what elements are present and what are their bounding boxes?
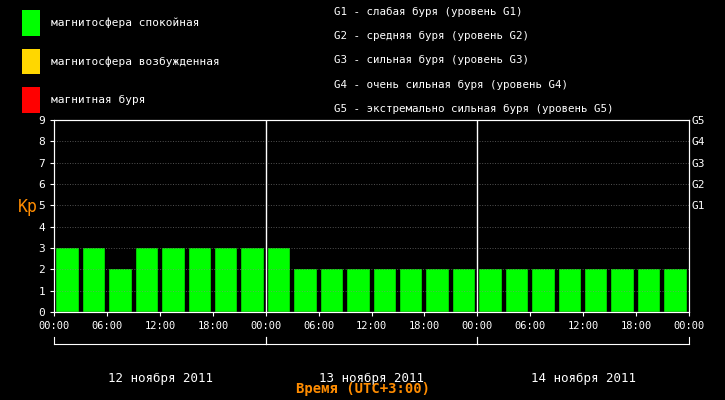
Bar [453, 269, 476, 312]
Bar [400, 269, 423, 312]
Bar [506, 269, 529, 312]
Bar [241, 248, 264, 312]
Bar [294, 269, 317, 312]
Bar [373, 269, 396, 312]
Text: Время (UTC+3:00): Время (UTC+3:00) [296, 382, 429, 396]
FancyBboxPatch shape [22, 10, 40, 36]
Text: G2 - средняя буря (уровень G2): G2 - средняя буря (уровень G2) [334, 31, 529, 41]
Bar [162, 248, 185, 312]
Text: 12 ноября 2011: 12 ноября 2011 [107, 372, 212, 385]
Text: G1 - слабая буря (уровень G1): G1 - слабая буря (уровень G1) [334, 6, 522, 17]
Text: 14 ноября 2011: 14 ноября 2011 [531, 372, 636, 385]
Bar [83, 248, 105, 312]
Text: G5 - экстремально сильная буря (уровень G5): G5 - экстремально сильная буря (уровень … [334, 104, 613, 114]
Bar [109, 269, 132, 312]
Bar [479, 269, 502, 312]
Bar [268, 248, 290, 312]
Text: магнитосфера возбужденная: магнитосфера возбужденная [51, 56, 220, 67]
Text: G3 - сильная буря (уровень G3): G3 - сильная буря (уровень G3) [334, 55, 529, 65]
Text: магнитная буря: магнитная буря [51, 95, 145, 105]
Text: магнитосфера спокойная: магнитосфера спокойная [51, 18, 199, 28]
FancyBboxPatch shape [22, 87, 40, 112]
Bar [585, 269, 608, 312]
Bar [426, 269, 449, 312]
Bar [57, 248, 79, 312]
Bar [558, 269, 581, 312]
Text: 13 ноября 2011: 13 ноября 2011 [319, 372, 424, 385]
Y-axis label: Кр: Кр [17, 198, 38, 216]
FancyBboxPatch shape [22, 49, 40, 74]
Bar [136, 248, 158, 312]
Bar [664, 269, 687, 312]
Bar [611, 269, 634, 312]
Bar [638, 269, 660, 312]
Text: G4 - очень сильная буря (уровень G4): G4 - очень сильная буря (уровень G4) [334, 80, 568, 90]
Bar [188, 248, 211, 312]
Bar [532, 269, 555, 312]
Bar [215, 248, 237, 312]
Bar [320, 269, 343, 312]
Bar [347, 269, 370, 312]
